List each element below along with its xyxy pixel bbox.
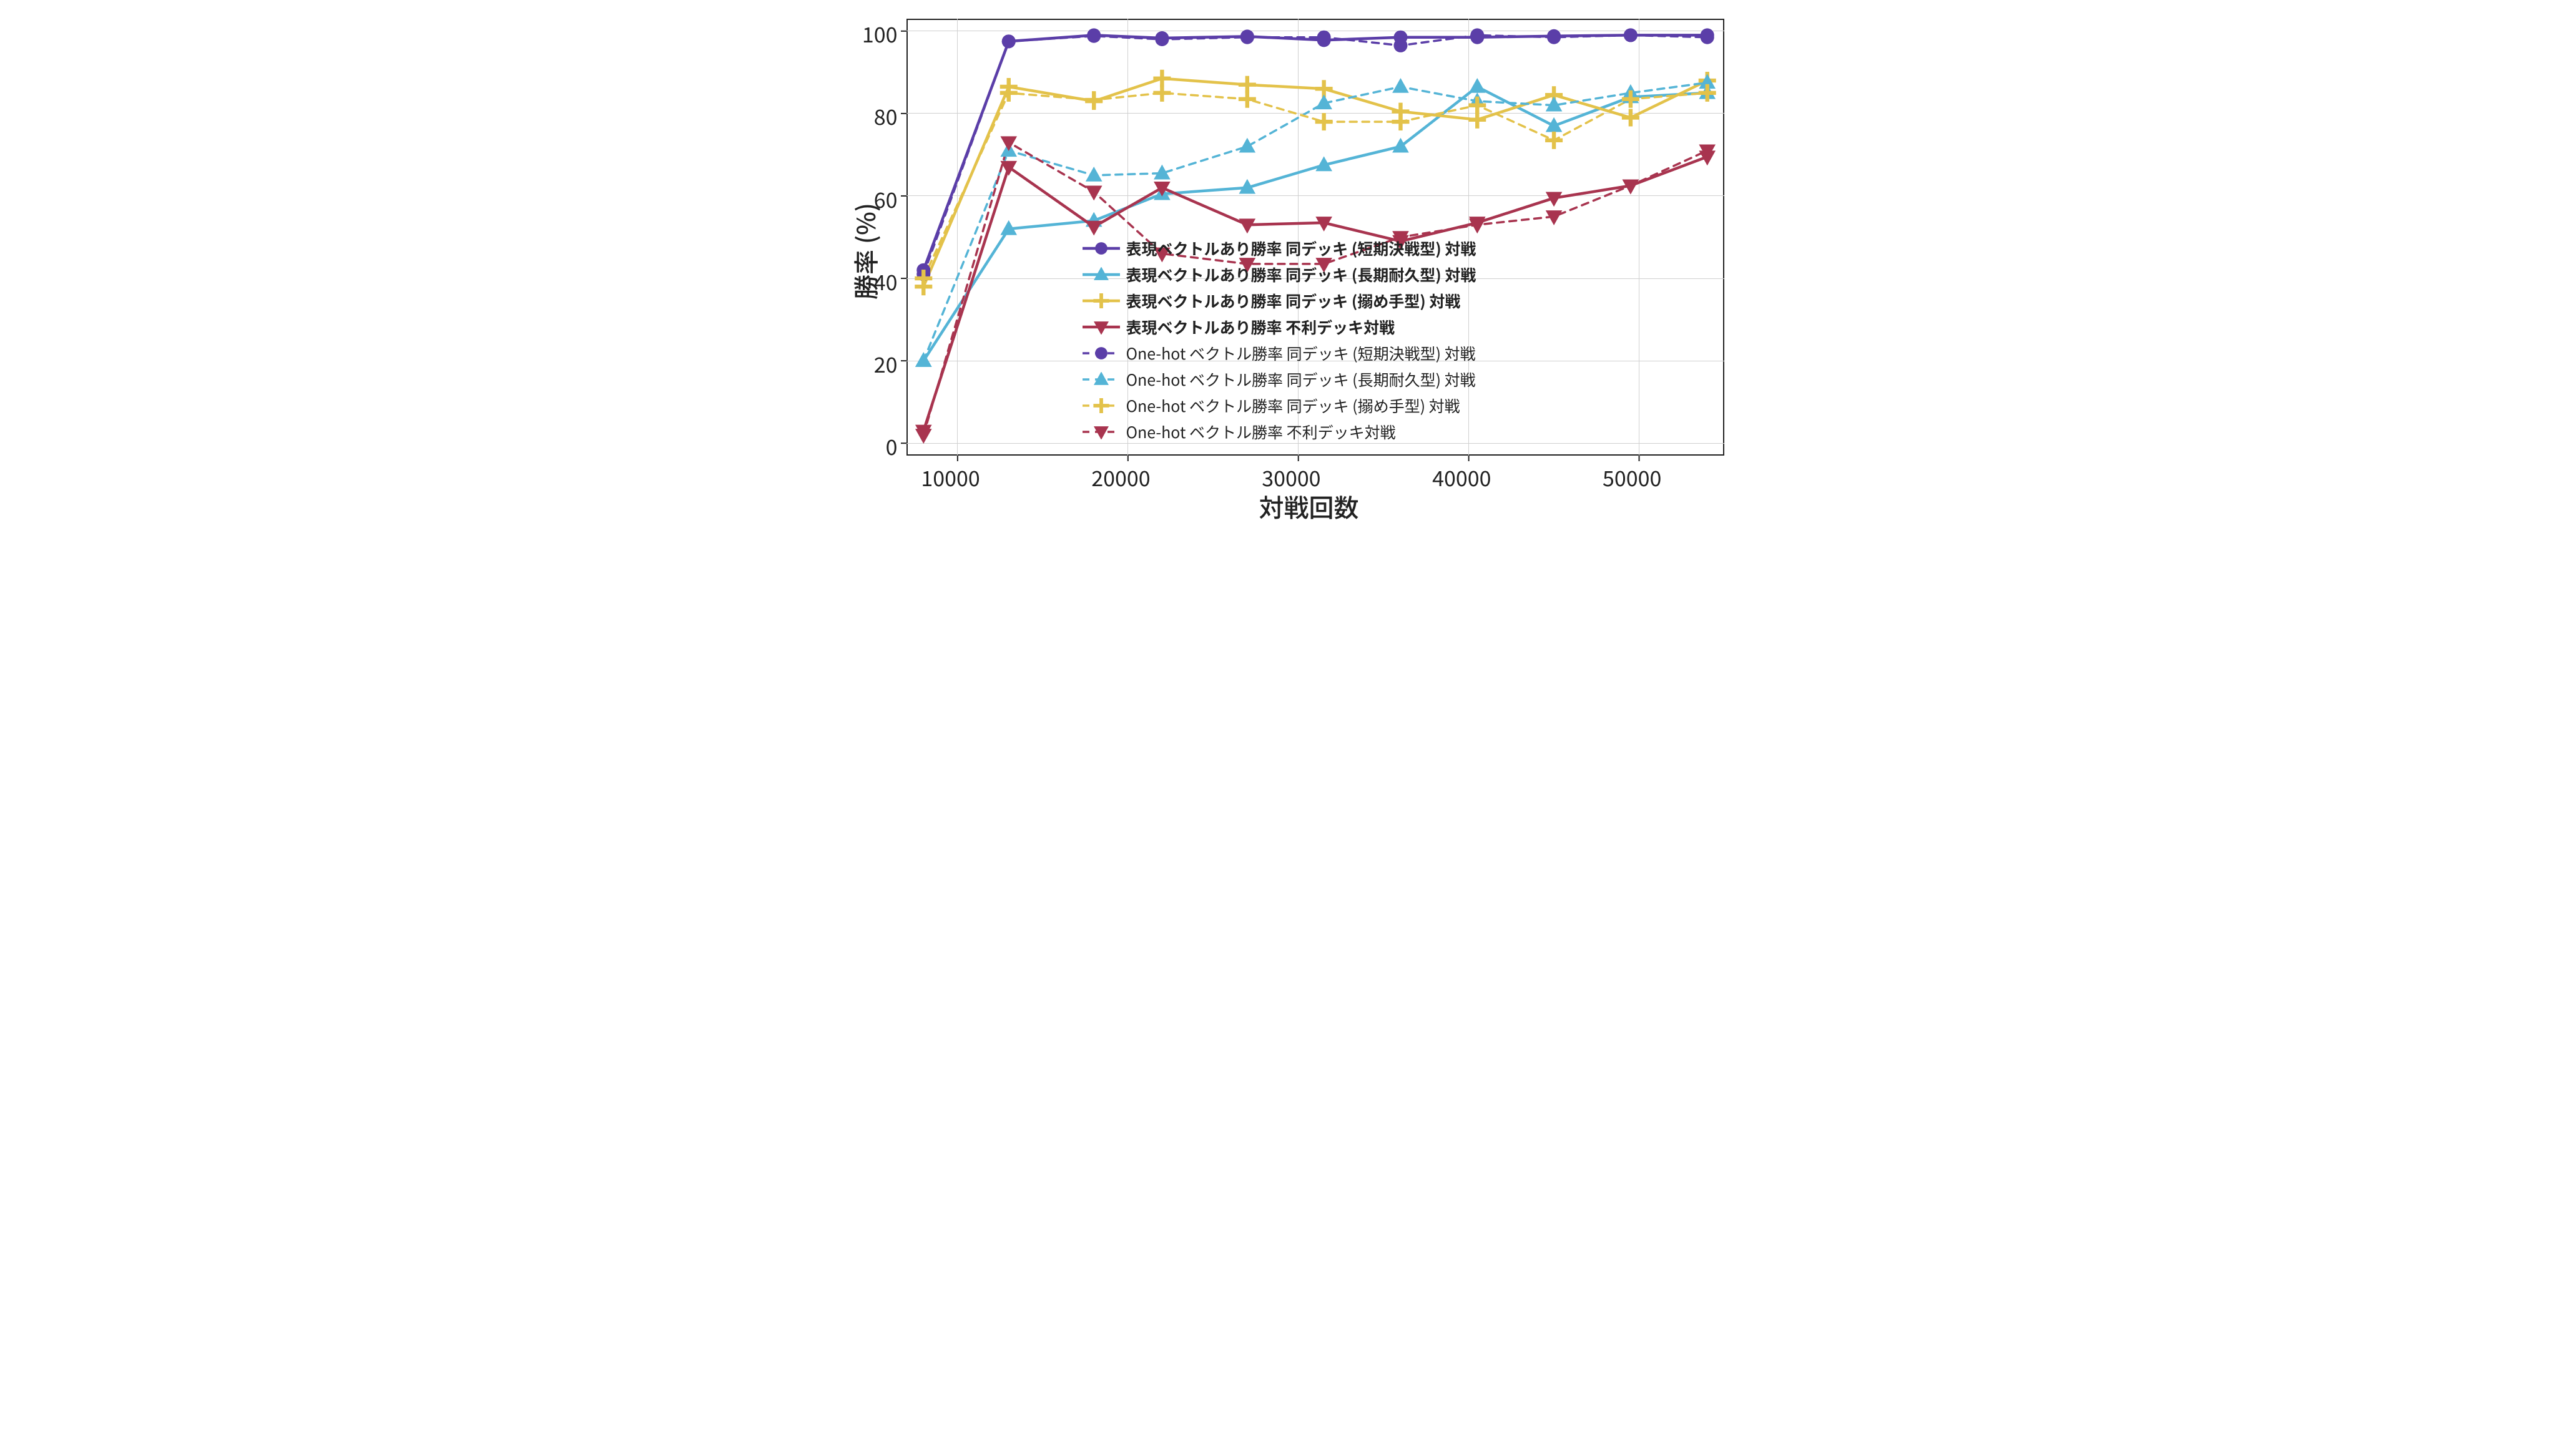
legend-swatch [1081,295,1121,307]
legend-item-rv_control: 表現ベクトルあり勝率 同デッキ (搦め手型) 対戦 [1081,290,1476,312]
legend-swatch [1081,399,1121,412]
legend-swatch [1081,426,1121,438]
y-tick-label: 60 [874,183,898,214]
legend-swatch [1081,347,1121,359]
legend-swatch [1081,268,1121,281]
legend-item-oh_control: One-hot ベクトル勝率 同デッキ (搦め手型) 対戦 [1081,394,1476,417]
legend-item-oh_adverse: One-hot ベクトル勝率 不利デッキ対戦 [1081,421,1476,443]
x-axis-label: 対戦回数 [1259,488,1359,524]
legend-label: One-hot ベクトル勝率 同デッキ (搦め手型) 対戦 [1126,394,1460,417]
grid-line-y [906,113,1724,114]
legend-swatch [1081,321,1121,333]
legend-label: 表現ベクトルあり勝率 同デッキ (短期決戦型) 対戦 [1126,237,1476,260]
legend-swatch [1081,373,1121,386]
y-tick-label: 80 [874,100,898,131]
legend-label: One-hot ベクトル勝率 同デッキ (長期耐久型) 対戦 [1126,368,1476,391]
y-tick-label: 100 [862,18,898,49]
x-tick-label: 30000 [1262,462,1320,492]
x-tick-label: 10000 [921,462,980,492]
legend-item-rv_short: 表現ベクトルあり勝率 同デッキ (短期決戦型) 対戦 [1081,237,1476,260]
line-chart: 表現ベクトルあり勝率 同デッキ (短期決戦型) 対戦表現ベクトルあり勝率 同デッ… [819,6,1731,527]
grid-line-x [957,19,958,456]
legend-swatch [1081,242,1121,255]
legend-label: 表現ベクトルあり勝率 不利デッキ対戦 [1126,316,1395,338]
y-tick-label: 40 [874,266,898,296]
legend-item-oh_short: One-hot ベクトル勝率 同デッキ (短期決戦型) 対戦 [1081,342,1476,364]
legend-item-rv_long: 表現ベクトルあり勝率 同デッキ (長期耐久型) 対戦 [1081,263,1476,286]
x-tick-label: 40000 [1432,462,1491,492]
legend-label: One-hot ベクトル勝率 不利デッキ対戦 [1126,421,1396,443]
grid-line-y [906,195,1724,196]
legend: 表現ベクトルあり勝率 同デッキ (短期決戦型) 対戦表現ベクトルあり勝率 同デッ… [1081,237,1476,443]
legend-item-rv_adverse: 表現ベクトルあり勝率 不利デッキ対戦 [1081,316,1476,338]
legend-label: 表現ベクトルあり勝率 同デッキ (搦め手型) 対戦 [1126,290,1461,312]
x-tick-label: 50000 [1603,462,1661,492]
legend-item-oh_long: One-hot ベクトル勝率 同デッキ (長期耐久型) 対戦 [1081,368,1476,391]
legend-label: 表現ベクトルあり勝率 同デッキ (長期耐久型) 対戦 [1126,263,1476,286]
y-tick-label: 0 [886,431,898,461]
x-tick-label: 20000 [1091,462,1150,492]
y-tick-label: 20 [874,348,898,379]
legend-label: One-hot ベクトル勝率 同デッキ (短期決戦型) 対戦 [1126,342,1476,364]
